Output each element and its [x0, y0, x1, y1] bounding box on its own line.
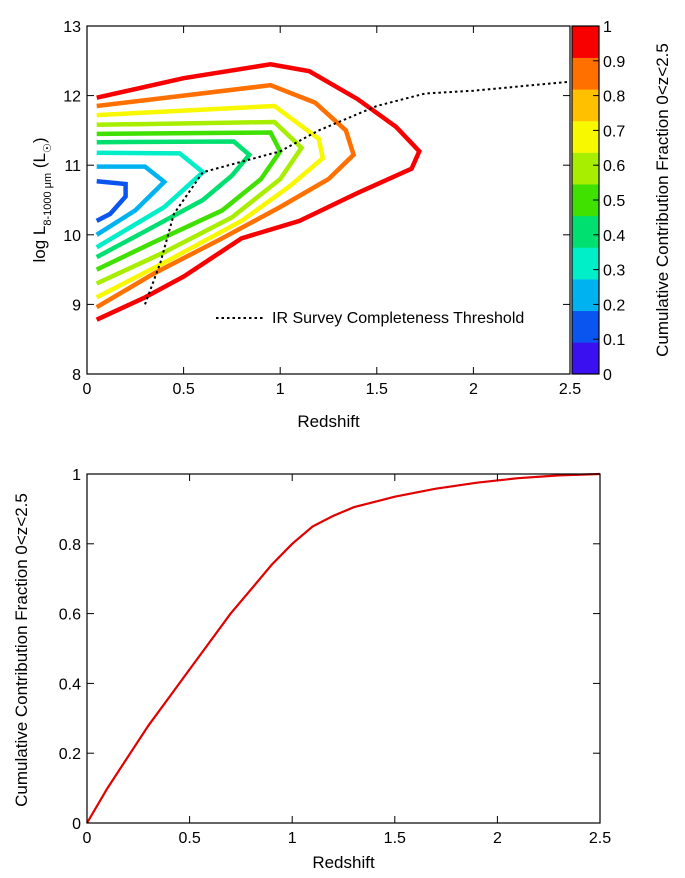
colorbar-segment	[572, 57, 599, 90]
colorbar-segment	[572, 120, 599, 153]
x-tick-label-2: 1	[288, 830, 297, 847]
colorbar-tick-label: 0.4	[603, 228, 625, 245]
x-tick-label-2: 1.5	[384, 830, 406, 847]
y-tick-label-1: 10	[63, 228, 81, 245]
colorbar-tick-label: 0.7	[603, 123, 625, 140]
colorbar-segment	[572, 310, 599, 343]
y-axis-title-unit: (L	[30, 153, 49, 173]
contour-line-0.3	[95, 164, 168, 237]
colorbar-title: Cumulative Contribution Fraction 0<z<2.5	[653, 43, 672, 357]
y-tick-label-1: 9	[72, 297, 81, 314]
x-tick-label-2: 0	[83, 830, 92, 847]
y-axis-title-1: log L8-1000 μm (L☉)	[30, 137, 54, 262]
colorbar-tick-label: 0.5	[603, 193, 625, 210]
y-tick-label-2: 0.2	[59, 746, 81, 763]
colorbar-segment	[572, 247, 599, 280]
plot-frame-1	[86, 25, 571, 375]
y-tick-label-1: 12	[63, 89, 81, 106]
x-tick-label-2: 2	[493, 830, 502, 847]
x-tick-label-1: 0	[83, 381, 92, 398]
x-tick-label-1: 1.5	[366, 381, 388, 398]
y-tick-label-2: 0.6	[59, 607, 81, 624]
x-tick-label-1: 1	[276, 381, 285, 398]
y-axis-title-unit-sub: ☉	[42, 143, 54, 153]
colorbar-segment	[572, 342, 599, 375]
colorbar: 0 0.1 0.2 0.3 0.4 0.5 0.6 0.7 0.8 0.9 1 Cumulative …	[571, 19, 672, 384]
colorbar-tick-label: 0	[603, 367, 612, 384]
y-axis-title-main: log L	[30, 226, 49, 263]
y-axis-title-unit-close: )	[30, 137, 49, 143]
line-plot: 0 0.5 1 1.5 2 2.5 0 0.2 0.4 0.6 0.8 1 Redshift Cumula…	[12, 467, 611, 872]
y-tick-label-1: 11	[64, 158, 81, 175]
contour-line-0.6	[95, 130, 283, 272]
contour-plot: IR Survey Completeness Threshold 0 0.5 1 1.5…	[30, 19, 581, 431]
colorbar-tick-label: 0.1	[603, 332, 625, 349]
y-tick-label-1: 8	[72, 367, 81, 384]
y-axis-title-2: Cumulative Contribution Fraction 0<z<2.5	[12, 493, 31, 807]
x-tick-label-1: 2.5	[559, 381, 581, 398]
contour-line-0.4	[95, 150, 207, 250]
colorbar-tick-label: 0.2	[603, 297, 625, 314]
colorbar-tick-label: 0.3	[603, 263, 625, 280]
x-axis-title-1: Redshift	[297, 412, 360, 431]
contour-line-0.9	[95, 82, 357, 310]
y-axis-title-subscript: 8-1000 μm	[42, 173, 54, 226]
x-tick-label-1: 2	[469, 381, 478, 398]
contour-line-1	[95, 62, 422, 322]
plot-frame-2	[86, 473, 601, 824]
colorbar-tick-label: 0.9	[603, 54, 625, 71]
x-tick-label-2: 2.5	[589, 830, 611, 847]
y-tick-label-2: 0.8	[59, 537, 81, 554]
y-tick-label-2: 0.4	[59, 676, 81, 693]
colorbar-segment	[572, 26, 599, 58]
series-line-0	[86, 472, 601, 824]
colorbar-tick-label: 0.6	[603, 158, 625, 175]
colorbar-tick-label: 0.8	[603, 89, 625, 106]
colorbar-segment	[572, 152, 599, 185]
colorbar-segment	[572, 279, 599, 312]
colorbar-tick-label: 1	[603, 19, 612, 36]
x-tick-label-1: 0.5	[172, 381, 194, 398]
x-tick-label-2: 0.5	[178, 830, 200, 847]
threshold-line	[144, 80, 571, 305]
x-axis-title-2: Redshift	[312, 853, 375, 872]
colorbar-segment	[572, 215, 599, 248]
contour-line-0.2	[95, 178, 128, 223]
contour-line-0.8	[95, 103, 326, 300]
y-tick-label-2: 1	[72, 467, 81, 484]
y-tick-label-2: 0	[72, 816, 81, 833]
y-tick-label-1: 13	[63, 19, 81, 36]
legend-threshold-label: IR Survey Completeness Threshold	[272, 310, 524, 327]
colorbar-segment	[572, 89, 599, 122]
contour-line-0.5	[95, 139, 253, 260]
